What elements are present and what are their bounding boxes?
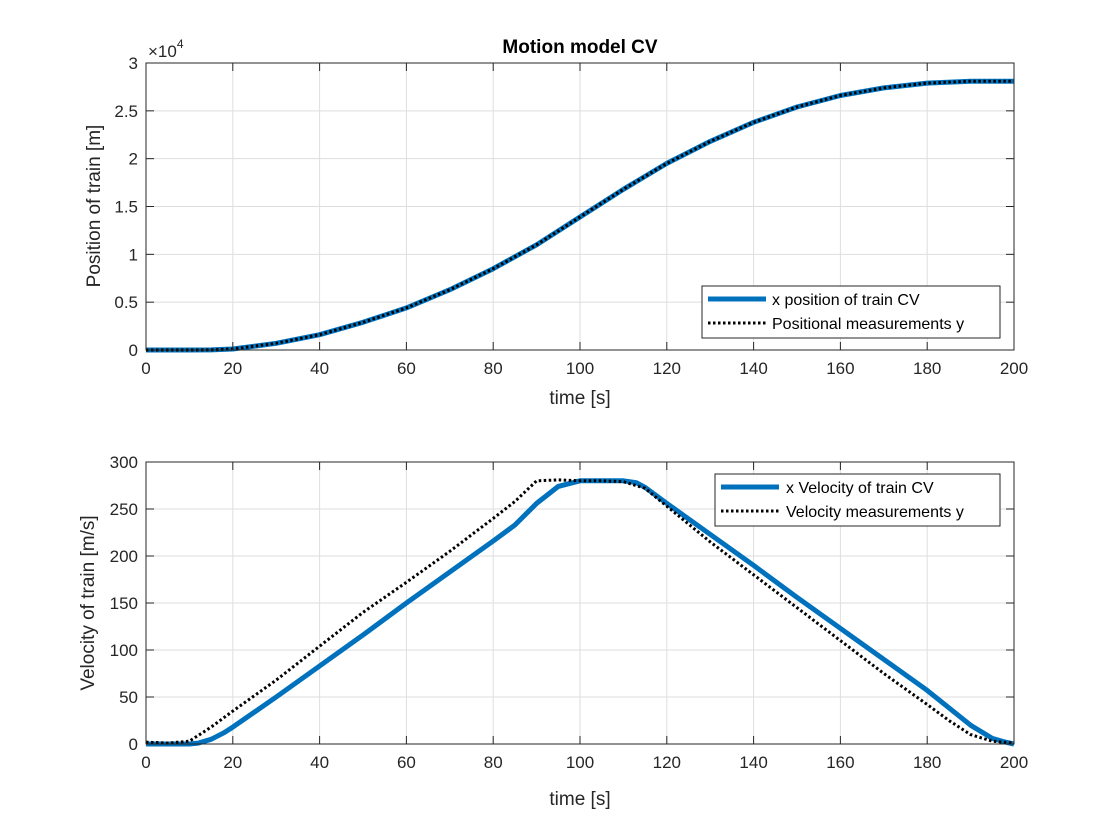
- velocity-legend-label-measurement: Velocity measurements y: [786, 504, 964, 521]
- position-y-tick-label: 0.5: [114, 293, 138, 312]
- velocity-y-tick-label: 50: [119, 688, 138, 707]
- position-series: [146, 78, 1014, 353]
- position-x-tick-label: 20: [223, 359, 242, 378]
- velocity-y-tick-label: 150: [110, 594, 138, 613]
- velocity-series: [145, 478, 1015, 747]
- position-legend-label-measurement: Positional measurements y: [772, 316, 964, 333]
- position-y-tick-label: 0: [129, 341, 138, 360]
- position-subplot: 0 20 40 60 80 100 120 140 160 180 200 0 0.5 1 1.5 2 2.5 3…: [84, 37, 1028, 409]
- velocity-y-tick-label: 300: [110, 453, 138, 472]
- position-y-tick-label: 2: [129, 150, 138, 169]
- velocity-x-tick-label: 20: [223, 753, 242, 772]
- velocity-x-tick-label: 80: [484, 753, 503, 772]
- velocity-x-tick-label: 180: [913, 753, 941, 772]
- position-series-measurement-line: [146, 79, 1014, 352]
- velocity-x-tick-label: 120: [653, 753, 681, 772]
- velocity-x-tick-label: 200: [1000, 753, 1028, 772]
- position-y-tick-label: 2.5: [114, 102, 138, 121]
- position-ticks: 0 20 40 60 80 100 120 140 160 180 200 0 0.5 1 1.5 2 2.5 3: [114, 54, 1028, 378]
- position-x-tick-label: 200: [1000, 359, 1028, 378]
- velocity-x-tick-label: 0: [141, 753, 150, 772]
- position-x-tick-label: 140: [739, 359, 767, 378]
- position-x-tick-label: 120: [653, 359, 681, 378]
- position-x-tick-label: 40: [310, 359, 329, 378]
- position-x-tick-label: 0: [141, 359, 150, 378]
- velocity-series-measurement-line: [145, 478, 1015, 745]
- position-x-tick-label: 60: [397, 359, 416, 378]
- position-x-tick-label: 100: [566, 359, 594, 378]
- velocity-legend: x Velocity of train CV Velocity measurem…: [714, 473, 1001, 527]
- velocity-y-tick-label: 100: [110, 641, 138, 660]
- position-y-axis-label: Position of train [m]: [84, 125, 105, 288]
- position-y-tick-label: 3: [129, 54, 138, 73]
- velocity-x-axis-label: time [s]: [549, 789, 610, 810]
- velocity-y-axis-label: Velocity of train [m/s]: [78, 515, 99, 690]
- velocity-x-tick-label: 60: [397, 753, 416, 772]
- position-x-tick-label: 160: [826, 359, 854, 378]
- velocity-x-tick-label: 100: [566, 753, 594, 772]
- velocity-legend-label-truth: x Velocity of train CV: [786, 480, 934, 497]
- position-x-tick-label: 180: [913, 359, 941, 378]
- velocity-ticks: 0 20 40 60 80 100 120 140 160 180 200 0 50 100 150 200 2…: [110, 453, 1029, 772]
- velocity-y-tick-label: 200: [110, 547, 138, 566]
- velocity-x-tick-label: 140: [739, 753, 767, 772]
- position-legend: x position of train CV Positional measur…: [701, 285, 1001, 339]
- position-x-axis-label: time [s]: [549, 388, 610, 409]
- position-y-tick-label: 1.5: [114, 198, 138, 217]
- position-legend-box: [701, 285, 1001, 339]
- position-y-exponent: ×104: [148, 37, 184, 61]
- velocity-x-tick-label: 160: [826, 753, 854, 772]
- position-y-tick-label: 1: [129, 245, 138, 264]
- velocity-subplot: 0 20 40 60 80 100 120 140 160 180 200 0 50 100 150 200 2…: [78, 453, 1028, 810]
- position-x-tick-label: 80: [484, 359, 503, 378]
- velocity-y-tick-label: 0: [129, 735, 138, 754]
- velocity-legend-box: [714, 473, 1001, 527]
- velocity-x-tick-label: 40: [310, 753, 329, 772]
- velocity-y-tick-label: 250: [110, 500, 138, 519]
- chart-title: Motion model CV: [502, 37, 657, 58]
- position-legend-label-truth: x position of train CV: [772, 292, 920, 309]
